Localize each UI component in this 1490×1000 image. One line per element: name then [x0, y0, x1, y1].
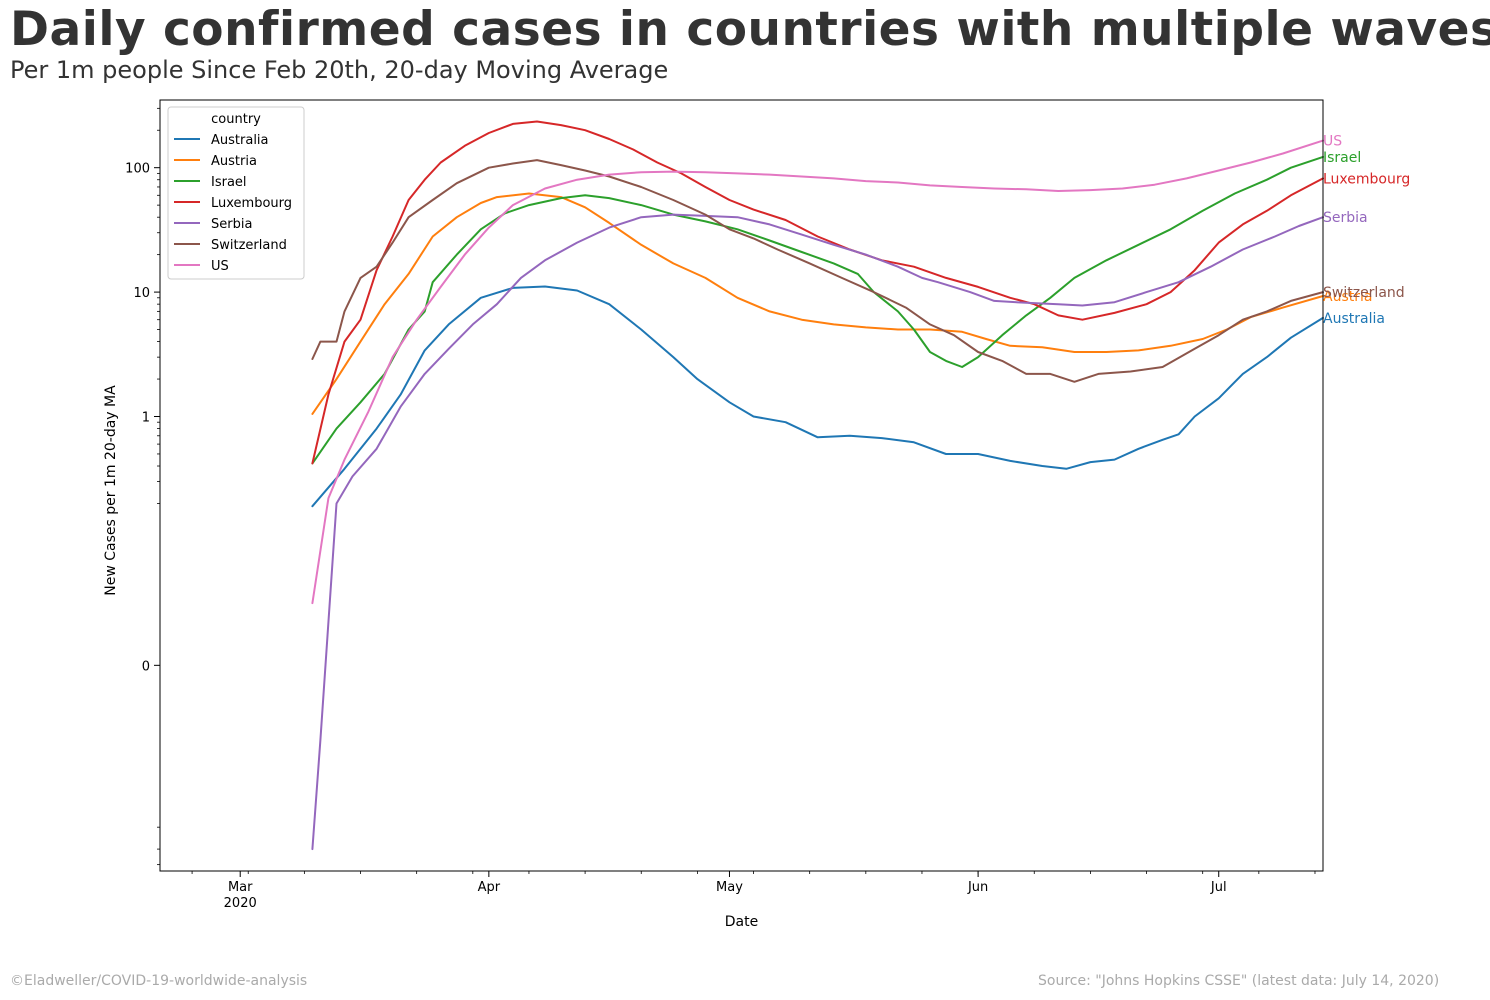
y-tick-label: 0	[142, 659, 150, 674]
end-label-austria: Austria	[1323, 289, 1372, 305]
series-line-australia	[311, 285, 1324, 508]
end-label-israel: Israel	[1323, 150, 1361, 166]
series-line-luxembourg	[311, 120, 1324, 465]
legend-label: Serbia	[211, 217, 252, 232]
y-tick-label: 1	[142, 411, 150, 426]
end-label-luxembourg: Luxembourg	[1323, 171, 1410, 187]
end-label-australia: Australia	[1323, 311, 1385, 327]
y-tick-label: 100	[125, 162, 150, 177]
end-label-serbia: Serbia	[1323, 210, 1368, 226]
x-tick-sublabel: 2020	[224, 896, 257, 911]
series-layer	[311, 120, 1324, 851]
series-line-serbia	[311, 213, 1324, 851]
chart-subtitle: Per 1m people Since Feb 20th, 20-day Mov…	[10, 56, 669, 84]
plot-frame	[159, 99, 1324, 872]
credit-text: ©Eladweller/COVID-19-worldwide-analysis	[10, 973, 308, 989]
end-label-us: US	[1323, 134, 1342, 150]
x-tick-label: Jul	[1210, 880, 1227, 895]
x-tick-label: Jun	[967, 880, 988, 895]
x-tick-label: Mar	[228, 880, 253, 895]
legend-label: Luxembourg	[211, 196, 292, 211]
legend[interactable]: country Australia Austria Israel Luxembourg S…	[167, 106, 305, 280]
legend-item-us[interactable]: US	[174, 259, 229, 274]
series-line-austria	[311, 192, 1324, 415]
source-text: Source: "Johns Hopkins CSSE" (latest dat…	[1038, 973, 1440, 989]
legend-label: US	[211, 259, 229, 274]
legend-item-israel[interactable]: Israel	[174, 175, 247, 190]
legend-item-luxembourg[interactable]: Luxembourg	[174, 196, 292, 211]
legend-item-australia[interactable]: Australia	[174, 133, 269, 148]
x-tick-label: Apr	[478, 880, 501, 895]
legend-box	[167, 106, 305, 280]
legend-item-austria[interactable]: Austria	[174, 154, 257, 169]
y-axis-label: New Cases per 1m 20-day MA	[103, 385, 119, 596]
legend-label: Austria	[211, 154, 257, 169]
end-label-switzerland: Switzerland	[1323, 285, 1405, 301]
x-axis-label: Date	[725, 914, 758, 930]
legend-label: Switzerland	[211, 238, 287, 253]
series-line-switzerland	[311, 159, 1324, 383]
x-tick-label: May	[716, 880, 743, 895]
series-line-us	[311, 139, 1324, 605]
series-line-israel	[311, 155, 1324, 465]
legend-item-serbia[interactable]: Serbia	[174, 217, 252, 232]
series-end-labels: Australia Austria Israel Luxembourg Serbia Sw…	[1323, 134, 1410, 327]
y-tick-label: 10	[133, 286, 150, 301]
legend-label: Australia	[211, 133, 269, 148]
legend-title: country	[211, 112, 261, 127]
legend-item-switzerland[interactable]: Switzerland	[174, 238, 287, 253]
legend-label: Israel	[211, 175, 247, 190]
chart-title: Daily confirmed cases in countries with …	[10, 2, 1490, 57]
